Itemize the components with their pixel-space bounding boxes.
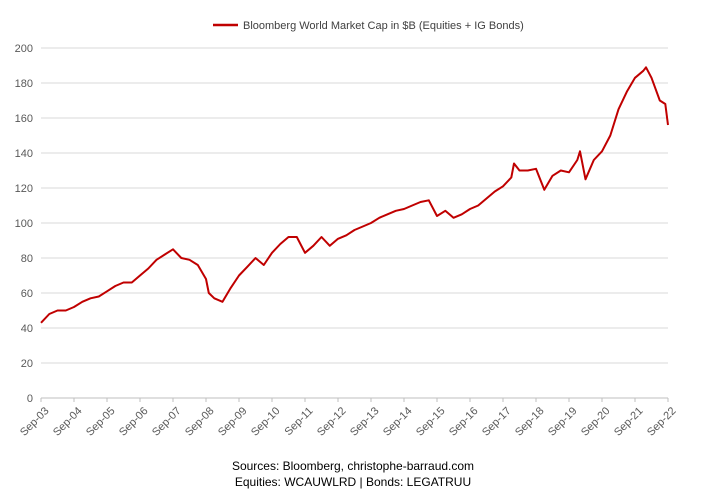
x-tick-label: Sep-13 xyxy=(348,405,382,439)
legend: Bloomberg World Market Cap in $B (Equiti… xyxy=(213,20,524,32)
y-tick-label: 180 xyxy=(15,78,33,90)
x-tick-label: Sep-14 xyxy=(381,405,415,439)
y-tick-label: 20 xyxy=(21,358,33,370)
y-tick-label: 140 xyxy=(15,148,33,160)
footer-sources: Sources: Bloomberg, christophe-barraud.c… xyxy=(231,459,475,473)
x-tick-label: Sep-17 xyxy=(480,405,514,439)
y-tick-label: 120 xyxy=(15,183,33,195)
series-layer xyxy=(40,66,669,324)
x-tick-label: Sep-09 xyxy=(216,405,250,439)
x-tick-label: Sep-19 xyxy=(546,405,580,439)
x-tick-label: Sep-11 xyxy=(283,405,316,438)
x-tick-label: Sep-06 xyxy=(117,405,151,439)
x-tick-label: Sep-20 xyxy=(579,405,613,439)
y-axis: 0 20 40 60 80 100 120 140 160 180 200 xyxy=(15,43,33,405)
footer-tickers: Equities: WCAUWLRD | Bonds: LEGATRUU xyxy=(234,475,472,489)
y-tick-label: 40 xyxy=(21,323,33,335)
y-tick-label: 100 xyxy=(15,218,33,230)
x-tick-label: Sep-15 xyxy=(414,405,448,439)
x-tick-label: Sep-16 xyxy=(447,405,481,439)
x-tick-label: Sep-22 xyxy=(645,405,679,439)
y-tick-label: 200 xyxy=(15,43,33,55)
x-tick-label: Sep-08 xyxy=(183,405,217,439)
y-tick-label: 80 xyxy=(21,253,33,265)
legend-label: Bloomberg World Market Cap in $B (Equiti… xyxy=(243,20,524,32)
x-axis: Sep-03 Sep-04 Sep-05 Sep-06 Sep-07 Sep-08 Sep-… xyxy=(18,397,679,439)
x-tick-label: Sep-21 xyxy=(612,405,646,439)
y-tick-label: 60 xyxy=(21,288,33,300)
x-tick-label: Sep-04 xyxy=(51,405,85,439)
chart-canvas: 0 20 40 60 80 100 120 140 160 180 200 Sep-03 Sep-04… xyxy=(15,20,679,439)
series-line xyxy=(40,66,669,324)
y-tick-label: 160 xyxy=(15,113,33,125)
gridlines xyxy=(41,47,668,364)
x-tick-label: Sep-12 xyxy=(315,405,349,439)
x-tick-label: Sep-10 xyxy=(249,405,283,439)
x-tick-label: Sep-18 xyxy=(513,405,547,439)
x-tick-label: Sep-03 xyxy=(18,405,52,439)
x-tick-label: Sep-07 xyxy=(150,405,184,439)
y-tick-label: 0 xyxy=(27,393,33,405)
x-tick-label: Sep-05 xyxy=(84,405,118,439)
